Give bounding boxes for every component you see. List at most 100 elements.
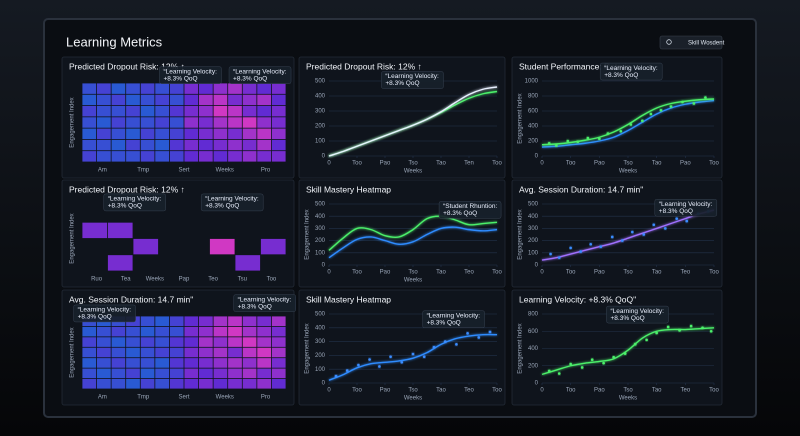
scatter-point — [620, 239, 624, 242]
x-axis-label: Weeks — [404, 169, 422, 175]
heat-cell — [213, 358, 228, 368]
scatter-point — [411, 352, 415, 356]
scatter-point — [685, 219, 689, 223]
x-tick-label: Tea — [121, 277, 131, 283]
heat-cell — [242, 316, 257, 327]
scatter-point — [432, 345, 436, 349]
heat-cell — [155, 94, 170, 106]
x-tick-label: Teo — [464, 270, 474, 276]
heat-cell — [271, 337, 286, 347]
x-tick-label: Too — [566, 388, 576, 394]
skill-button-label[interactable]: Skill Wosdent — [688, 41, 725, 47]
heat-cell — [82, 378, 97, 389]
x-tick-label: Too — [566, 161, 576, 167]
scatter-point — [466, 332, 469, 335]
scatter-point — [642, 233, 646, 236]
heat-cell — [126, 94, 140, 106]
heat-cell — [271, 128, 286, 140]
scatter-point — [599, 245, 603, 248]
scatter-point — [629, 123, 633, 126]
heat-cell — [257, 347, 272, 358]
heat-cell — [213, 316, 228, 327]
heat-cell — [82, 358, 97, 368]
scatter-point — [580, 366, 584, 369]
y-axis-label: Engagement Index — [70, 213, 76, 263]
heat-cell — [184, 378, 199, 389]
dashboard-title: Learning Metrics — [66, 34, 163, 49]
heat-cell — [169, 378, 184, 389]
heat-cell — [257, 83, 272, 94]
heat-cell — [126, 358, 140, 368]
y-tick-label: 1000 — [525, 79, 539, 85]
heat-cell — [169, 316, 184, 327]
heat-cell — [228, 105, 242, 117]
scatter-point — [566, 139, 570, 143]
scatter-point — [455, 343, 458, 346]
y-axis-label: Engagement Index — [70, 97, 76, 147]
heat-cell — [228, 358, 242, 368]
scatter-point — [666, 325, 670, 329]
x-tick-label: Tao — [652, 270, 662, 276]
heat-cell — [111, 117, 126, 128]
x-tick-label: Tao — [436, 388, 446, 394]
x-tick-label: 0 — [540, 161, 544, 167]
series-line — [541, 327, 715, 376]
heat-cell — [126, 326, 140, 337]
x-tick-label: Pro — [261, 168, 271, 174]
heat-cell — [140, 139, 155, 151]
panel — [298, 56, 506, 179]
y-tick-label: 800 — [528, 94, 539, 100]
heat-cell — [155, 83, 170, 94]
heat-cell — [155, 358, 170, 368]
annotation-text: +8.3% QoQ — [108, 203, 142, 210]
heat-cell — [140, 378, 155, 389]
annotation-text: “Learning Velocity: — [427, 312, 481, 319]
heat-cell — [242, 368, 257, 379]
heat-cell — [242, 105, 257, 117]
panel-title: Avg. Session Duration: 14.7 min" — [69, 294, 193, 304]
heat-cell — [184, 105, 199, 117]
x-tick-label: 0 — [327, 161, 331, 167]
annotation-text: +8.3% QoQ — [604, 72, 638, 79]
scatter-point — [709, 329, 713, 333]
heat-cell — [111, 128, 126, 140]
heat-cell — [155, 139, 170, 151]
x-tick-label: Tao — [652, 388, 662, 394]
heat-cell — [126, 378, 140, 389]
y-tick-label: 400 — [528, 124, 539, 130]
scatter-point — [586, 136, 590, 140]
heat-cell — [257, 378, 272, 389]
scatter-point — [659, 108, 663, 112]
scatter-point — [652, 223, 656, 227]
y-tick-label: 600 — [528, 109, 539, 115]
y-axis-label: Engagement Index — [518, 323, 524, 373]
x-tick-label: Tso — [408, 388, 418, 394]
heat-cell — [213, 151, 228, 162]
x-tick-label: Tao — [436, 161, 446, 167]
annotation-text: +8.3% QoQ — [78, 314, 112, 321]
heat-cell — [169, 326, 184, 337]
x-tick-label: Sert — [178, 395, 189, 401]
heat-cell — [184, 128, 199, 140]
heat-cell — [198, 94, 213, 106]
heat-cell — [228, 117, 242, 128]
heat-cell — [140, 358, 155, 368]
heat-cell — [169, 117, 184, 128]
panel-title: Skill Mastery Heatmap — [306, 184, 391, 194]
heat-cell — [242, 94, 257, 106]
skill-button[interactable] — [659, 35, 723, 50]
heat-cell — [271, 347, 286, 358]
x-tick-label: Too — [352, 388, 362, 394]
heat-cell — [126, 337, 140, 347]
x-tick-label: Tmp — [137, 168, 150, 174]
scatter-point — [477, 336, 481, 339]
scatter-point — [555, 144, 558, 147]
heat-cell — [271, 378, 286, 389]
y-tick-label: 0 — [322, 381, 326, 387]
heat-cell — [213, 117, 228, 128]
scatter-point — [579, 250, 582, 253]
y-tick-label: 400 — [528, 214, 539, 220]
heat-cell — [140, 326, 155, 337]
heat-cell — [169, 347, 184, 358]
heat-cell — [82, 326, 97, 337]
